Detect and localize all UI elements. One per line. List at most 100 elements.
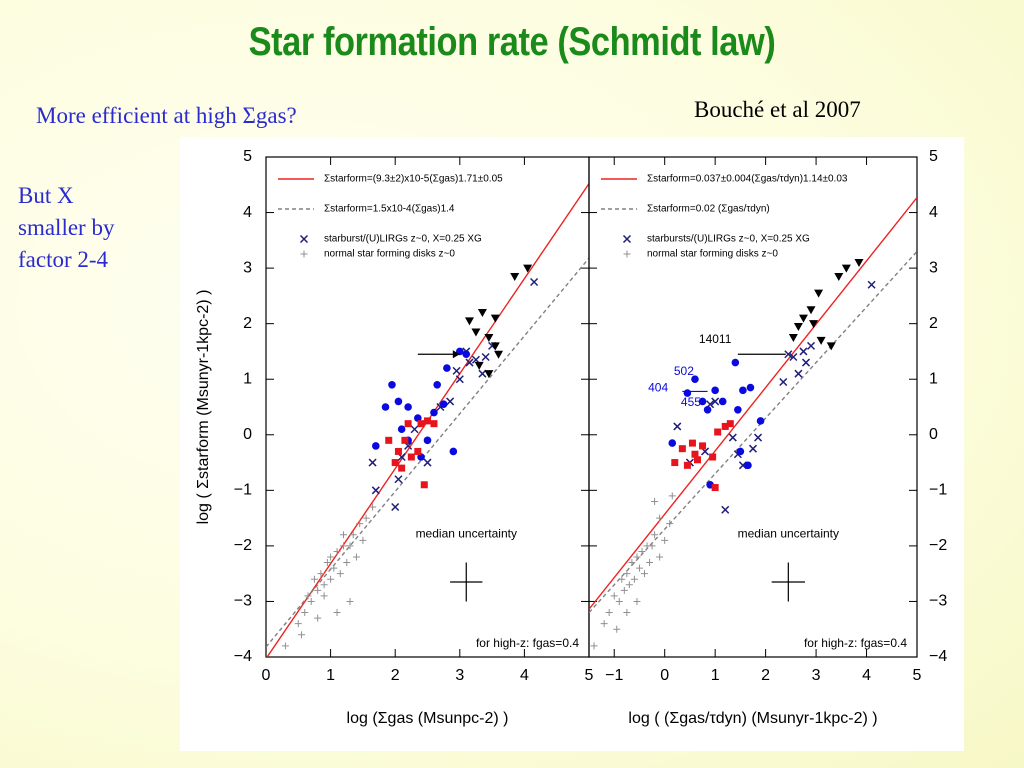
highz-red-point bbox=[699, 442, 707, 450]
normal-disk-point bbox=[600, 620, 608, 628]
normal-disk-point bbox=[656, 553, 664, 561]
normal-disk-point bbox=[651, 531, 659, 539]
highz-black-point bbox=[490, 314, 500, 323]
highz-black-point bbox=[471, 328, 481, 337]
normal-disk-point bbox=[656, 514, 664, 522]
starburst-point bbox=[452, 366, 461, 375]
highz-black-point bbox=[841, 264, 851, 273]
y-tick-label: 2 bbox=[929, 315, 938, 332]
right-panel: −1 0 1 2 3 4 5 −4 −3 −2 −1 0 1 2 3 4 5 median uncertainty… bbox=[588, 148, 947, 727]
starburst-point bbox=[455, 375, 464, 384]
plot-area bbox=[266, 183, 589, 657]
citation: Bouché et al 2007 bbox=[694, 97, 861, 122]
highz-blue-point bbox=[731, 358, 740, 367]
highz-black-point bbox=[464, 317, 474, 326]
normal-disk-point bbox=[317, 570, 325, 578]
normal-disk-point bbox=[304, 592, 312, 600]
y-tick-label: 5 bbox=[243, 148, 252, 165]
y-axis-label: log ( Σstarform (Msunyr-1kpc-2) ) bbox=[195, 290, 212, 525]
y-tick-label: −3 bbox=[234, 593, 252, 610]
highz-blue-point bbox=[711, 386, 719, 395]
normal-disk-point bbox=[323, 559, 331, 567]
y-tick-label: 4 bbox=[243, 204, 252, 221]
y-tick-label: −2 bbox=[929, 537, 947, 554]
normal-disk-point bbox=[314, 614, 322, 622]
median-uncertainty-cross bbox=[450, 562, 483, 602]
y-tick-label: 2 bbox=[243, 315, 252, 332]
normal-disk-point bbox=[605, 609, 613, 617]
x-tick-label: 1 bbox=[711, 667, 720, 684]
schmidt-law-figure: 0 1 2 3 4 5 −4 −3 −2 −1 0 1 2 3 4 5 median uncertainty fo… bbox=[180, 137, 964, 751]
starburst-point bbox=[410, 425, 419, 434]
median-uncertainty-label: median uncertainty bbox=[738, 527, 839, 541]
starburst-point bbox=[807, 341, 816, 350]
y-tick-label: −4 bbox=[234, 648, 252, 665]
normal-disk-point bbox=[333, 609, 341, 617]
starburst-point bbox=[728, 433, 737, 442]
slide-title: Star formation rate (Schmidt law) bbox=[248, 20, 776, 64]
highz-red-point bbox=[401, 436, 409, 444]
normal-disk-point bbox=[336, 570, 344, 578]
highz-red-point bbox=[430, 420, 438, 428]
y-tick-label: 0 bbox=[243, 426, 252, 443]
normal-disk-point bbox=[343, 559, 351, 567]
normal-disk-point bbox=[623, 609, 631, 617]
normal-disk-point bbox=[359, 536, 367, 544]
highz-blue-point bbox=[394, 397, 403, 406]
normal-disk-point bbox=[327, 553, 335, 561]
y-tick-label: 5 bbox=[929, 148, 938, 165]
plot-frame bbox=[588, 156, 918, 658]
highz-black-point bbox=[477, 309, 487, 318]
x-tick-label: 2 bbox=[761, 667, 770, 684]
highz-red-point bbox=[424, 417, 431, 425]
highz-blue-point bbox=[433, 380, 441, 389]
x-tick-label: 5 bbox=[585, 667, 594, 684]
normal-disk-point bbox=[349, 531, 357, 539]
median-uncertainty-label: median uncertainty bbox=[416, 527, 517, 541]
highz-red-point bbox=[711, 484, 719, 492]
legend-starburst-marker bbox=[299, 234, 309, 244]
highz-red-point bbox=[691, 450, 699, 458]
starburst-point bbox=[801, 358, 811, 367]
highz-blue-point bbox=[736, 447, 745, 456]
highz-blue-point bbox=[404, 403, 412, 411]
legend-starburst-label: starbursts/(U)LIRGs z~0, X=0.25 XG bbox=[647, 234, 810, 245]
normal-disk-point bbox=[641, 570, 649, 578]
highz-black-point bbox=[474, 361, 484, 370]
side-note-line: But X bbox=[18, 183, 74, 208]
x-tick-label: 5 bbox=[913, 667, 922, 684]
x-tick-label: 3 bbox=[455, 667, 464, 684]
normal-disk-point bbox=[628, 559, 636, 567]
highz-blue-point bbox=[449, 447, 458, 456]
y-tick-label: 0 bbox=[929, 426, 938, 443]
normal-disk-point bbox=[633, 597, 641, 605]
highz-black-point bbox=[854, 259, 864, 268]
normal-disk-point bbox=[610, 592, 618, 600]
highz-red-point bbox=[678, 445, 686, 453]
highz-black-point bbox=[490, 342, 500, 351]
starburst-point bbox=[423, 458, 432, 467]
normal-disk-point bbox=[352, 553, 360, 561]
starburst-point bbox=[465, 358, 474, 367]
highz-red-point bbox=[683, 461, 691, 469]
starburst-point bbox=[784, 350, 793, 359]
starburst-point bbox=[478, 369, 487, 378]
normal-disk-point bbox=[625, 581, 633, 589]
normal-disk-point bbox=[635, 564, 643, 572]
x-axis-label: log (Σgas (Msunpc-2) ) bbox=[347, 710, 509, 727]
highz-black-point bbox=[793, 322, 803, 331]
highz-blue-point bbox=[430, 408, 438, 417]
normal-disk-point bbox=[615, 597, 623, 605]
side-note-line: smaller by bbox=[18, 215, 115, 240]
normal-disk-point bbox=[633, 553, 641, 561]
highz-blue-point bbox=[739, 386, 747, 395]
normal-disk-point bbox=[327, 575, 335, 583]
highz-blue-point bbox=[417, 453, 425, 461]
highz-blue-point bbox=[698, 397, 707, 406]
starburst-point bbox=[794, 369, 803, 378]
y-tick-label: −4 bbox=[929, 648, 947, 665]
normal-disk-point bbox=[301, 609, 309, 617]
legend-dashed-fit-label: Σstarform=1.5x10-4(Σgas)1.4 bbox=[324, 204, 455, 215]
legend-normal-disk-marker bbox=[623, 250, 631, 258]
side-note: But X smaller by factor 2-4 bbox=[18, 180, 178, 276]
